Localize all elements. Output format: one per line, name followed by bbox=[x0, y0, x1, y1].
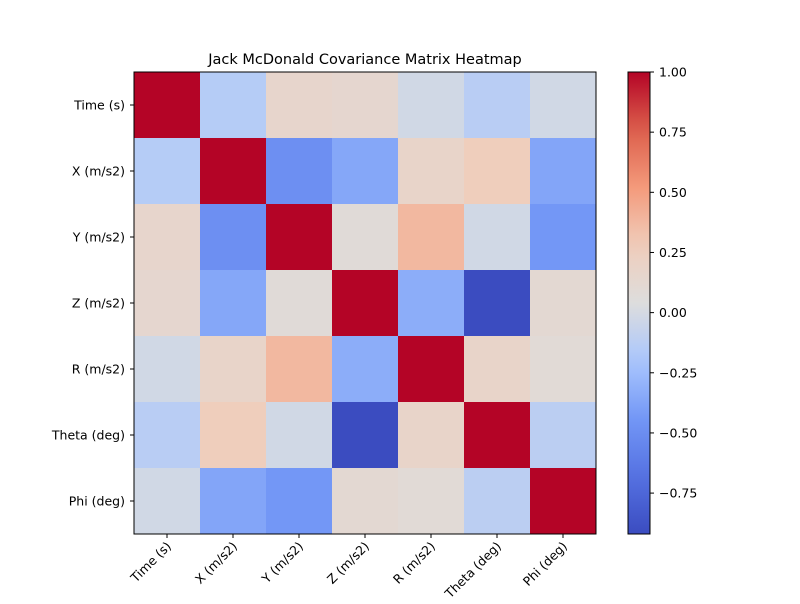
heatmap-cell bbox=[134, 270, 201, 337]
heatmap-cell bbox=[266, 72, 333, 139]
heatmap-cells bbox=[134, 72, 597, 535]
x-tick-label: Y (m/s2) bbox=[258, 539, 306, 587]
colorbar-tick-label: 1.00 bbox=[659, 65, 687, 80]
y-tick-label: Z (m/s2) bbox=[72, 296, 125, 311]
colorbar-gradient bbox=[628, 72, 650, 534]
heatmap-cell bbox=[398, 402, 465, 469]
heatmap-cell bbox=[332, 204, 399, 271]
heatmap-cell bbox=[200, 402, 267, 469]
heatmap-cell bbox=[266, 468, 333, 535]
heatmap-cell bbox=[398, 72, 465, 139]
heatmap-cell bbox=[464, 138, 531, 205]
heatmap-cell bbox=[266, 402, 333, 469]
heatmap-cell bbox=[200, 270, 267, 337]
heatmap-cell bbox=[530, 72, 597, 139]
heatmap-cell bbox=[134, 402, 201, 469]
heatmap-cell bbox=[134, 138, 201, 205]
x-tick-label: Theta (deg) bbox=[441, 539, 504, 600]
x-tick-label: Time (s) bbox=[127, 539, 174, 586]
y-tick-label: R (m/s2) bbox=[72, 362, 125, 377]
heatmap-cell bbox=[530, 270, 597, 337]
heatmap-cell bbox=[530, 402, 597, 469]
colorbar-frame bbox=[627, 71, 651, 535]
chart-title: Jack McDonald Covariance Matrix Heatmap bbox=[207, 52, 521, 68]
heatmap-cell bbox=[266, 138, 333, 205]
x-tick-label: X (m/s2) bbox=[192, 539, 240, 587]
heatmap-cell bbox=[134, 72, 201, 139]
heatmap-cell bbox=[266, 204, 333, 271]
heatmap-cell bbox=[134, 204, 201, 271]
colorbar-tick-label: −0.75 bbox=[659, 486, 697, 501]
heatmap-cell bbox=[266, 336, 333, 403]
colorbar-tick-label: 0.00 bbox=[659, 305, 687, 320]
colorbar-tick-label: −0.25 bbox=[659, 365, 697, 380]
heatmap-cell bbox=[530, 204, 597, 271]
x-tick-label: Z (m/s2) bbox=[324, 539, 372, 587]
y-tick-label: Time (s) bbox=[73, 98, 125, 113]
colorbar-tick-label: −0.50 bbox=[659, 425, 697, 440]
heatmap-cell bbox=[398, 270, 465, 337]
x-axis: Time (s) X (m/s2) Y (m/s2) Z (m/s2) R (m/s2)… bbox=[127, 534, 570, 602]
y-tick-label: Phi (deg) bbox=[69, 494, 125, 509]
heatmap-cell bbox=[464, 336, 531, 403]
y-tick-label: X (m/s2) bbox=[72, 164, 125, 179]
heatmap-cell bbox=[200, 336, 267, 403]
heatmap-cell bbox=[332, 72, 399, 139]
heatmap-cell bbox=[200, 468, 267, 535]
x-tick-label: Phi (deg) bbox=[520, 539, 570, 589]
colorbar-ticks: 1.00 0.75 0.50 0.25 0.00 −0.25 −0.50 −0.75 bbox=[650, 65, 697, 501]
y-axis: Time (s) X (m/s2) Y (m/s2) Z (m/s2) R (m/s2)… bbox=[51, 98, 134, 509]
heatmap-cell bbox=[332, 402, 399, 469]
y-tick-label: Theta (deg) bbox=[51, 428, 125, 443]
heatmap-cell bbox=[200, 204, 267, 271]
colorbar-tick-label: 0.75 bbox=[659, 125, 687, 140]
heatmap-cell bbox=[398, 336, 465, 403]
heatmap-cell bbox=[398, 138, 465, 205]
heatmap-cell bbox=[200, 138, 267, 205]
heatmap-cell bbox=[530, 336, 597, 403]
colorbar-tick-label: 0.50 bbox=[659, 185, 687, 200]
heatmap-cell bbox=[134, 468, 201, 535]
heatmap-cell bbox=[464, 72, 531, 139]
colorbar: 1.00 0.75 0.50 0.25 0.00 −0.25 −0.50 −0.75 bbox=[627, 65, 697, 535]
heatmap-cell bbox=[200, 72, 267, 139]
heatmap-cell bbox=[464, 468, 531, 535]
heatmap-cell bbox=[332, 270, 399, 337]
heatmap-cell bbox=[332, 468, 399, 535]
heatmap-cell bbox=[530, 468, 597, 535]
heatmap-cell bbox=[266, 270, 333, 337]
heatmap-cell bbox=[464, 402, 531, 469]
heatmap-cell bbox=[332, 138, 399, 205]
heatmap-cell bbox=[464, 270, 531, 337]
y-tick-label: Y (m/s2) bbox=[72, 230, 125, 245]
heatmap-cell bbox=[464, 204, 531, 271]
colorbar-tick-label: 0.25 bbox=[659, 245, 687, 260]
x-tick-label: R (m/s2) bbox=[390, 539, 438, 587]
heatmap-cell bbox=[134, 336, 201, 403]
heatmap-cell bbox=[398, 468, 465, 535]
heatmap-cell bbox=[332, 336, 399, 403]
heatmap-cell bbox=[398, 204, 465, 271]
heatmap-cell bbox=[530, 138, 597, 205]
